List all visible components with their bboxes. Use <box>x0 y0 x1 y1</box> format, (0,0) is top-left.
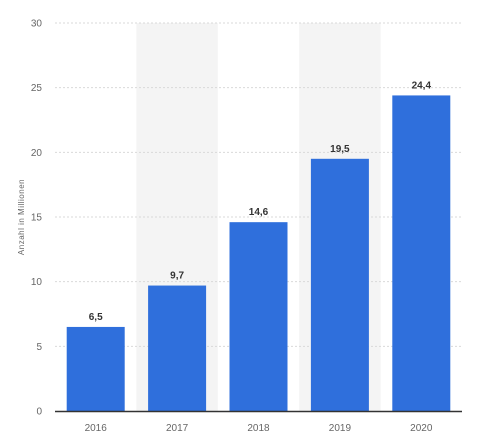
y-tick-label-25: 25 <box>31 83 43 94</box>
bar-2018 <box>229 222 288 411</box>
y-axis-ticks: 0 5 10 15 20 25 30 <box>31 19 43 418</box>
x-tick-label-2017: 2017 <box>166 423 189 434</box>
bar-2017 <box>148 285 207 411</box>
bar-2019 <box>310 158 369 411</box>
bar-2016 <box>66 326 125 411</box>
y-tick-label-10: 10 <box>31 277 43 288</box>
x-tick-label-2016: 2016 <box>85 423 108 434</box>
x-axis-ticks: 2016 2017 2018 2019 2020 <box>85 423 433 434</box>
data-label-2020: 24,4 <box>412 80 432 91</box>
data-label-2018: 14,6 <box>249 207 269 218</box>
data-label-2017: 9,7 <box>170 271 184 282</box>
data-labels: 6,5 9,7 14,6 19,5 24,4 <box>89 80 432 323</box>
data-label-2016: 6,5 <box>89 312 103 323</box>
y-tick-label-15: 15 <box>31 213 43 224</box>
x-tick-label-2019: 2019 <box>329 423 352 434</box>
y-tick-label-5: 5 <box>36 342 42 353</box>
y-tick-label-30: 30 <box>31 19 43 30</box>
x-tick-label-2018: 2018 <box>247 423 270 434</box>
y-axis-title: Anzahl in Millionen <box>17 179 26 255</box>
x-tick-label-2020: 2020 <box>410 423 433 434</box>
bar-2020 <box>392 95 451 411</box>
data-label-2019: 19,5 <box>330 144 350 155</box>
bars <box>66 95 451 411</box>
y-tick-label-0: 0 <box>36 407 42 418</box>
y-tick-label-20: 20 <box>31 148 43 159</box>
